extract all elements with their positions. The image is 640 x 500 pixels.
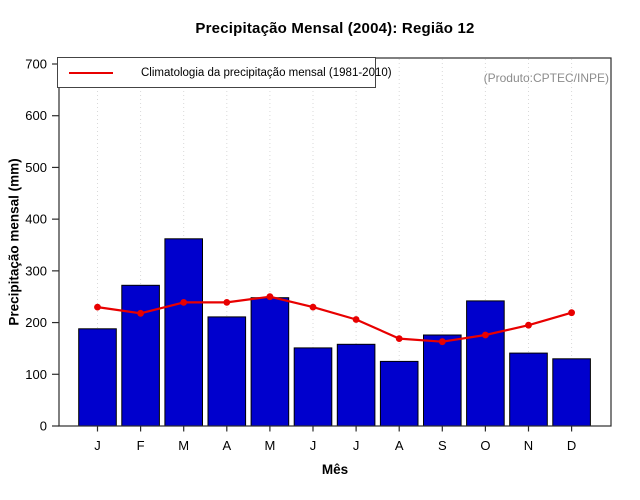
x-axis-title: Mês bbox=[321, 462, 349, 477]
x-tick-label: N bbox=[524, 438, 533, 453]
x-tick-label: J bbox=[353, 438, 360, 453]
y-tick-label: 100 bbox=[25, 367, 47, 382]
y-tick-label: 500 bbox=[25, 160, 47, 175]
precip-bar bbox=[336, 343, 376, 427]
x-tick-label: S bbox=[438, 438, 447, 453]
legend-label: Climatologia da precipitação mensal (198… bbox=[141, 66, 392, 79]
climatology-point bbox=[180, 299, 188, 306]
climatology-point bbox=[568, 309, 575, 317]
y-tick-label: 400 bbox=[25, 212, 47, 227]
climatology-point bbox=[137, 309, 145, 317]
legend-box: Climatologia da precipitação mensal (198… bbox=[57, 57, 392, 88]
climatology-point bbox=[266, 293, 274, 301]
y-tick-label: 200 bbox=[25, 315, 47, 330]
x-tick-label: D bbox=[567, 438, 576, 453]
y-tick-label: 600 bbox=[25, 108, 47, 123]
x-tick-label: J bbox=[94, 438, 101, 453]
y-tick-label: 0 bbox=[40, 419, 47, 434]
precip-bar bbox=[164, 238, 203, 427]
precip-bar bbox=[509, 352, 548, 427]
x-tick-label: O bbox=[480, 438, 490, 453]
precip-bar bbox=[379, 360, 419, 427]
climatology-point bbox=[223, 299, 231, 306]
x-tick-label: F bbox=[137, 438, 145, 453]
x-tick-label: J bbox=[310, 438, 317, 453]
y-tick-label: 700 bbox=[25, 57, 47, 72]
x-tick-label: A bbox=[222, 438, 231, 453]
precip-bar bbox=[466, 300, 505, 427]
x-tick-label: A bbox=[395, 438, 404, 453]
climatology-point bbox=[395, 335, 403, 342]
legend-line-swatch bbox=[69, 71, 113, 74]
climatology-point bbox=[438, 338, 446, 346]
climatology-point bbox=[352, 316, 360, 323]
climatology-point bbox=[482, 331, 489, 339]
chart-title: Precipitação Mensal (2004): Região 12 bbox=[195, 20, 475, 37]
precip-bar bbox=[293, 347, 333, 427]
x-tick-label: M bbox=[264, 438, 275, 453]
precip-bar bbox=[250, 297, 290, 427]
precip-bar bbox=[423, 334, 462, 427]
climatology-line bbox=[97, 295, 572, 343]
climatology-point bbox=[525, 321, 532, 329]
y-axis-title: Precipitação mensal (mm) bbox=[6, 158, 22, 326]
precip-bar bbox=[552, 358, 591, 427]
climatology-point bbox=[309, 303, 317, 311]
precip-bar bbox=[207, 316, 247, 427]
source-annotation: (Produto:CPTEC/INPE) bbox=[483, 71, 609, 85]
climatology-point bbox=[94, 303, 101, 311]
x-tick-label: M bbox=[178, 438, 189, 453]
precip-bar bbox=[78, 328, 117, 427]
precip-bar bbox=[121, 284, 160, 427]
y-tick-label: 300 bbox=[25, 263, 47, 278]
